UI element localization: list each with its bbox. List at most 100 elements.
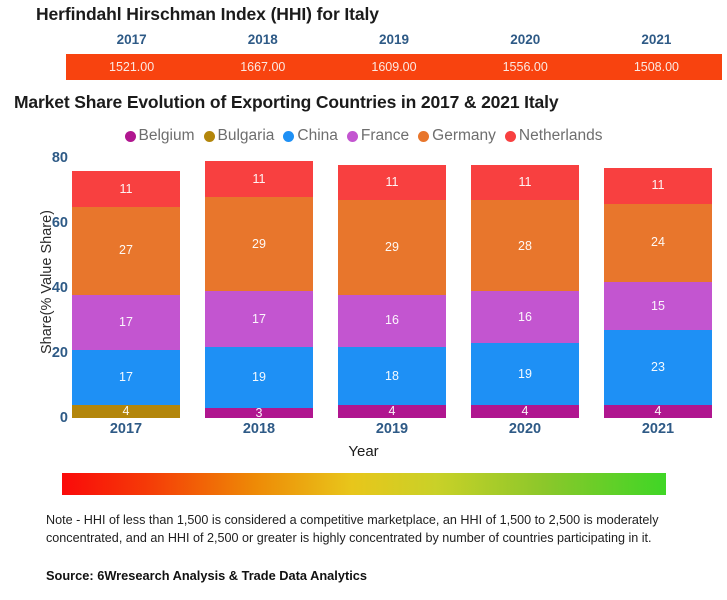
bar-segment-value: 11 bbox=[651, 178, 665, 193]
stacked-bar-group: 4 17 17 27 11 2017 3 19 17 29 11 2018 4 18 16 29 11 2019 4… bbox=[72, 158, 720, 437]
x-tick-2021: 2021 bbox=[641, 421, 675, 437]
bar-column-2020[interactable]: 4 19 16 28 11 bbox=[471, 158, 579, 418]
legend-label: Netherlands bbox=[518, 127, 603, 144]
bar-segment-value: 4 bbox=[122, 404, 130, 419]
hhi-year-2021: 2021 bbox=[641, 32, 672, 47]
bar-column-2019[interactable]: 4 18 16 29 11 bbox=[338, 158, 446, 418]
legend-swatch-icon bbox=[418, 130, 430, 142]
bar-segment-value: 17 bbox=[119, 314, 133, 329]
hhi-year-header-row: 2017 2018 2019 2020 2021 bbox=[66, 30, 722, 50]
bar-segment-value: 18 bbox=[385, 368, 399, 383]
bar-segment-value: 4 bbox=[521, 404, 529, 419]
legend-label: Germany bbox=[432, 127, 496, 144]
bar-segment-value: 17 bbox=[252, 311, 266, 326]
bar-segment-value: 17 bbox=[119, 370, 133, 385]
legend-swatch-icon bbox=[124, 130, 136, 142]
hhi-value-2018: 1667.00 bbox=[240, 60, 286, 74]
bar-segment-netherlands-2020[interactable]: 11 bbox=[471, 164, 579, 201]
legend-label: Belgium bbox=[138, 127, 195, 144]
bar-segment-value: 24 bbox=[651, 235, 665, 250]
bar-column-2021[interactable]: 4 23 15 24 11 bbox=[604, 158, 712, 418]
bar-segment-germany-2021[interactable]: 24 bbox=[604, 203, 712, 282]
bar-segment-china-2017[interactable]: 17 bbox=[72, 349, 180, 405]
bar-segment-value: 29 bbox=[252, 236, 266, 251]
legend-item-belgium[interactable]: Belgium bbox=[124, 127, 195, 145]
bar-segment-value: 19 bbox=[518, 366, 532, 381]
bar-segment-value: 28 bbox=[518, 238, 532, 253]
hhi-year-2019: 2019 bbox=[378, 32, 410, 47]
bar-segment-belgium-2020[interactable]: 4 bbox=[471, 405, 579, 418]
bar-segment-bulgaria-2017[interactable]: 4 bbox=[72, 405, 180, 418]
footnote-text: Note - HHI of less than 1,500 is conside… bbox=[46, 513, 659, 545]
bar-segment-china-2021[interactable]: 23 bbox=[604, 330, 712, 405]
y-tick-0: 0 bbox=[59, 410, 68, 426]
x-tick-2020: 2020 bbox=[508, 421, 542, 437]
y-tick-60: 60 bbox=[51, 215, 68, 231]
hhi-value-2021: 1508.00 bbox=[633, 60, 679, 74]
bar-segment-china-2019[interactable]: 18 bbox=[338, 346, 446, 405]
bar-segment-value: 16 bbox=[385, 313, 399, 328]
legend-item-france[interactable]: France bbox=[346, 127, 410, 145]
legend-item-bulgaria[interactable]: Bulgaria bbox=[203, 127, 275, 145]
bar-segment-belgium-2018[interactable]: 3 bbox=[205, 407, 313, 419]
hhi-value-2020: 1556.00 bbox=[502, 60, 548, 74]
bar-segment-value: 11 bbox=[385, 175, 399, 190]
hhi-year-2020: 2020 bbox=[510, 32, 541, 47]
hhi-year-2018: 2018 bbox=[247, 32, 278, 47]
bar-segment-netherlands-2018[interactable]: 11 bbox=[205, 161, 313, 197]
hhi-value-2017: 1521.00 bbox=[109, 60, 155, 74]
bar-segment-germany-2017[interactable]: 27 bbox=[72, 206, 180, 295]
bar-segment-france-2018[interactable]: 17 bbox=[205, 291, 313, 347]
bar-segment-value: 16 bbox=[518, 310, 532, 324]
x-tick-2018: 2018 bbox=[242, 421, 276, 437]
bar-segment-china-2018[interactable]: 19 bbox=[205, 346, 313, 409]
bar-column-2018[interactable]: 3 19 17 29 11 bbox=[205, 158, 313, 419]
legend-swatch-icon bbox=[203, 130, 215, 142]
y-tick-80: 80 bbox=[51, 150, 68, 166]
bar-segment-value: 11 bbox=[252, 171, 266, 186]
bar-stack: 3 19 17 29 11 bbox=[205, 161, 313, 419]
chart-title: Market Share Evolution of Exporting Coun… bbox=[14, 92, 559, 112]
bar-segment-belgium-2021[interactable]: 4 bbox=[604, 405, 712, 418]
bar-segment-value: 29 bbox=[385, 240, 399, 255]
x-tick-2019: 2019 bbox=[375, 421, 409, 437]
legend-label: Bulgaria bbox=[217, 127, 275, 144]
legend-item-china[interactable]: China bbox=[283, 127, 338, 145]
bar-stack: 4 17 17 27 11 bbox=[72, 171, 180, 418]
plot-area: Share(% Value Share) 0 20 40 60 80 4 17 17 27 11… bbox=[0, 150, 727, 460]
bar-stack: 4 19 16 28 11 bbox=[471, 164, 579, 418]
bar-segment-netherlands-2021[interactable]: 11 bbox=[604, 167, 712, 204]
chart-legend: Belgium Bulgaria China France Germany Netherl… bbox=[0, 127, 727, 145]
bar-segment-germany-2020[interactable]: 28 bbox=[471, 200, 579, 292]
hhi-title: Herfindahl Hirschman Index (HHI) for Ita… bbox=[36, 4, 379, 24]
bar-segment-value: 15 bbox=[651, 298, 665, 313]
legend-item-germany[interactable]: Germany bbox=[418, 127, 496, 145]
bar-column-2017[interactable]: 4 17 17 27 11 bbox=[72, 158, 180, 418]
bar-segment-value: 23 bbox=[651, 360, 665, 375]
bar-segment-netherlands-2017[interactable]: 11 bbox=[72, 171, 180, 207]
bar-segment-france-2017[interactable]: 17 bbox=[72, 294, 180, 350]
bar-segment-france-2020[interactable]: 16 bbox=[471, 291, 579, 344]
legend-item-netherlands[interactable]: Netherlands bbox=[504, 127, 603, 145]
legend-label: China bbox=[297, 127, 338, 144]
concentration-gradient-scale bbox=[62, 473, 666, 495]
legend-swatch-icon bbox=[346, 130, 358, 142]
bar-segment-france-2021[interactable]: 15 bbox=[604, 281, 712, 331]
bar-segment-france-2019[interactable]: 16 bbox=[338, 294, 446, 347]
bar-segment-germany-2018[interactable]: 29 bbox=[205, 197, 313, 292]
hhi-year-2017: 2017 bbox=[116, 32, 147, 47]
bar-segment-netherlands-2019[interactable]: 11 bbox=[338, 164, 446, 201]
legend-label: France bbox=[360, 127, 410, 144]
bar-stack: 4 23 15 24 11 bbox=[604, 167, 712, 418]
hhi-value-2019: 1609.00 bbox=[371, 60, 417, 74]
bar-segment-value: 27 bbox=[119, 243, 133, 258]
source-text: Source: 6Wresearch Analysis & Trade Data… bbox=[46, 568, 368, 583]
bar-segment-value: 4 bbox=[388, 404, 396, 419]
bar-segment-value: 11 bbox=[119, 181, 133, 196]
bar-segment-germany-2019[interactable]: 29 bbox=[338, 200, 446, 295]
bar-segment-value: 11 bbox=[518, 175, 532, 190]
y-tick-20: 20 bbox=[51, 345, 68, 361]
bar-segment-china-2020[interactable]: 19 bbox=[471, 343, 579, 405]
bar-segment-belgium-2019[interactable]: 4 bbox=[338, 405, 446, 418]
